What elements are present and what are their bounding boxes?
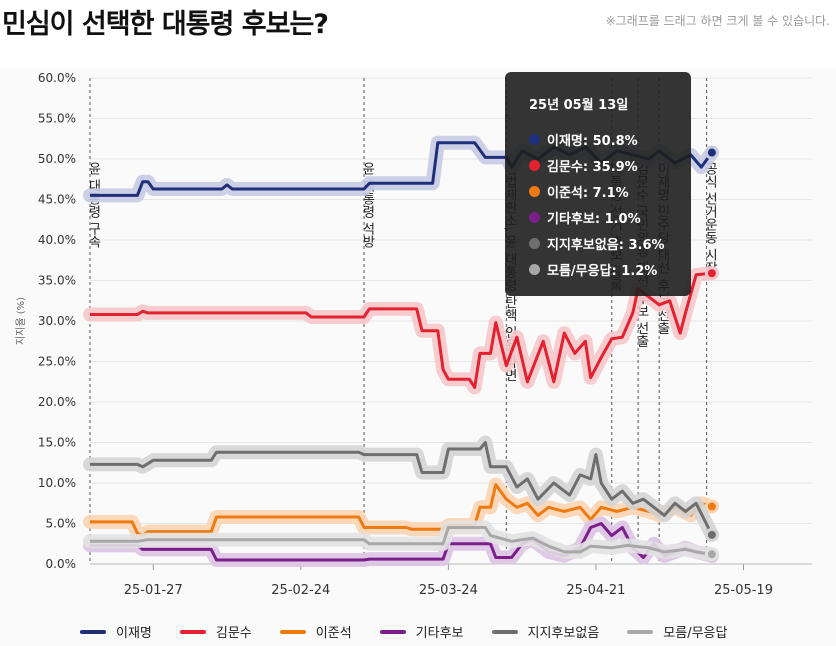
- legend-label: 지지후보없음: [527, 626, 600, 641]
- y-tick-label: 55.0%: [38, 112, 76, 126]
- legend-swatch: [279, 629, 306, 634]
- event-label: 윤 대통령 구속: [86, 162, 101, 249]
- tooltip-swatch: [529, 134, 540, 145]
- legend-swatch: [379, 629, 406, 634]
- legend-swatch: [627, 629, 654, 634]
- legend-label: 기타후보: [415, 626, 464, 641]
- y-tick-label: 5.0%: [46, 517, 77, 531]
- legend-item[interactable]: 지지후보없음: [491, 622, 600, 641]
- series-end-point: [707, 550, 716, 559]
- y-tick-label: 60.0%: [38, 71, 76, 85]
- event-label: 공식 선거운동 시작: [702, 162, 717, 275]
- tooltip-value: 이준석: 7.1%: [547, 186, 629, 201]
- y-tick-label: 30.0%: [38, 314, 76, 328]
- page-title: 민심이 선택한 대통령 후보는?: [2, 9, 329, 40]
- legend-item[interactable]: 김문수: [179, 622, 252, 641]
- x-tick-label: 25-05-19: [714, 583, 773, 598]
- tooltip-date: 25년 05월 13일: [529, 98, 629, 113]
- tooltip-row: 이준석: 7.1%: [529, 182, 629, 201]
- series-line: [90, 441, 714, 536]
- x-tick-label: 25-03-24: [419, 583, 478, 598]
- y-axis-label: 지지율 (%): [15, 297, 27, 345]
- series-line: [90, 526, 713, 556]
- legend-item[interactable]: 이재명: [80, 622, 152, 641]
- legend-swatch: [179, 629, 206, 634]
- legend-label: 김문수: [215, 626, 252, 641]
- tooltip-row: 기타후보: 1.0%: [529, 208, 641, 227]
- series-end-point: [707, 269, 716, 278]
- legend-swatch: [80, 629, 106, 634]
- tooltip-value: 모름/무응답: 1.2%: [547, 264, 658, 279]
- tooltip-swatch: [529, 212, 540, 223]
- y-tick-label: 35.0%: [38, 274, 76, 288]
- series-line: [90, 483, 713, 538]
- tooltip-swatch: [529, 160, 540, 171]
- x-tick-label: 25-04-21: [566, 583, 625, 598]
- tooltip-row: 김문수: 35.9%: [529, 156, 638, 175]
- y-tick-label: 45.0%: [38, 193, 76, 207]
- drag-hint: ※그래프를 드래그 하면 크게 볼 수 있습니다.: [605, 14, 830, 28]
- tooltip-value: 지지후보없음: 3.6%: [547, 238, 665, 253]
- event-label: 윤 대통령 석방: [360, 162, 375, 249]
- tooltip-value: 기타후보: 1.0%: [547, 212, 641, 227]
- tooltip-swatch: [529, 186, 540, 197]
- y-tick-label: 20.0%: [38, 395, 76, 409]
- y-tick-label: 10.0%: [38, 476, 76, 490]
- x-tick-label: 25-02-24: [271, 583, 330, 598]
- chart-legend[interactable]: 이재명 김문수 이준석 기타후보 지지후보없음 모름/무응답: [80, 622, 755, 641]
- y-tick-label: 40.0%: [38, 233, 76, 247]
- legend-label: 이재명: [116, 626, 152, 641]
- tooltip-row: 이재명: 50.8%: [529, 130, 638, 149]
- chart-tooltip: 25년 05월 13일 이재명: 50.8% 김문수: 35.9% 이준석: 7.1…: [505, 72, 691, 296]
- series-end-point: [707, 530, 716, 539]
- legend-item[interactable]: 기타후보: [379, 622, 464, 641]
- tooltip-swatch: [529, 238, 540, 249]
- legend-item[interactable]: 모름/무응답: [627, 622, 727, 641]
- tooltip-swatch: [529, 264, 540, 275]
- tooltip-row: 지지후보없음: 3.6%: [529, 234, 665, 253]
- tooltip-value: 이재명: 50.8%: [547, 134, 638, 149]
- legend-swatch: [491, 629, 518, 634]
- legend-label: 모름/무응답: [663, 626, 728, 641]
- y-tick-label: 25.0%: [38, 355, 76, 369]
- legend-item[interactable]: 이준석: [279, 622, 352, 641]
- series-end-point: [707, 502, 716, 511]
- y-tick-label: 0.0%: [46, 557, 77, 571]
- legend-label: 이준석: [315, 626, 352, 641]
- tooltip-value: 김문수: 35.9%: [547, 160, 638, 175]
- series-end-point: [707, 148, 716, 157]
- y-tick-label: 15.0%: [38, 436, 76, 450]
- y-tick-label: 50.0%: [38, 152, 76, 166]
- x-tick-label: 25-01-27: [124, 583, 183, 598]
- tooltip-row: 모름/무응답: 1.2%: [529, 260, 657, 279]
